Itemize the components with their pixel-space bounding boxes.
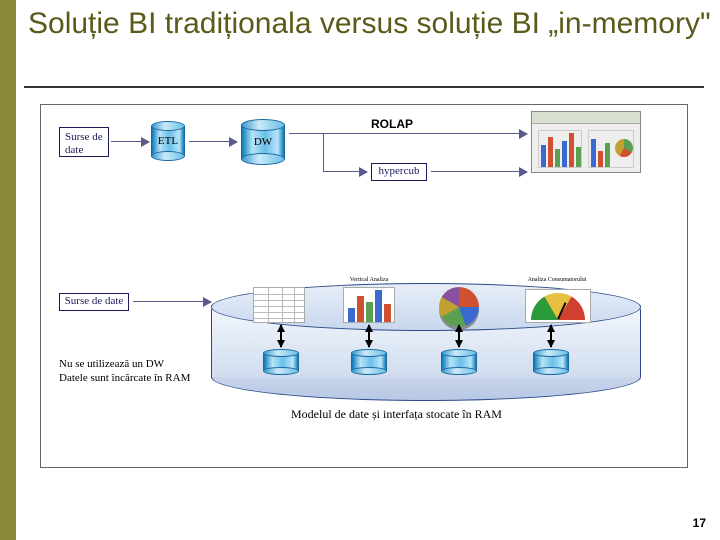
dw-label: DW	[241, 136, 285, 148]
arrow-hyper-dash	[431, 171, 527, 172]
widget-pie	[439, 287, 479, 327]
dbl-arrow-2	[368, 325, 370, 347]
source-box-top: Surse de date	[59, 127, 109, 157]
arrow-src-etl	[111, 141, 149, 142]
db-cyl-4	[533, 349, 569, 375]
dashboard-screenshot	[531, 111, 641, 173]
db-cyl-3	[441, 349, 477, 375]
note-line2: Datele sunt încărcate în RAM	[59, 372, 190, 384]
source-box-bottom: Surse de date	[59, 293, 129, 311]
arrow-etl-dw	[189, 141, 237, 142]
widget-gauge-title: Analiza Consumatorului	[519, 277, 595, 283]
widget-bars-title: Vertical Analiza	[341, 277, 397, 283]
arrow-dw-hyper-v	[323, 133, 324, 171]
arrow-src-platform	[133, 301, 211, 302]
note-line1: Nu se utilizează un DW	[59, 358, 164, 370]
etl-cylinder: ETL	[151, 121, 185, 161]
arrow-dw-hyper-h	[323, 171, 367, 172]
dbl-arrow-4	[550, 325, 552, 347]
accent-sidebar	[0, 0, 16, 540]
platform-caption: Modelul de date și interfața stocate în …	[291, 407, 502, 422]
dbl-arrow-3	[458, 325, 460, 347]
etl-label: ETL	[151, 135, 185, 147]
hypercube-box: hypercub	[371, 163, 427, 181]
diagram-frame: Surse de date ETL DW ROLAP hypercub	[40, 104, 688, 468]
db-cyl-2	[351, 349, 387, 375]
dw-cylinder: DW	[241, 119, 285, 165]
title-underline	[24, 86, 704, 88]
arrow-dw-dash	[289, 133, 527, 134]
dbl-arrow-1	[280, 325, 282, 347]
db-cyl-1	[263, 349, 299, 375]
note-text: Nu se utilizează un DW Datele sunt încăr…	[59, 357, 190, 386]
widget-bars	[343, 287, 395, 323]
page-number: 17	[693, 516, 706, 530]
rolap-label: ROLAP	[371, 117, 413, 131]
widget-table	[253, 287, 305, 323]
slide-title: Soluție BI tradiționala versus soluție B…	[28, 6, 711, 42]
